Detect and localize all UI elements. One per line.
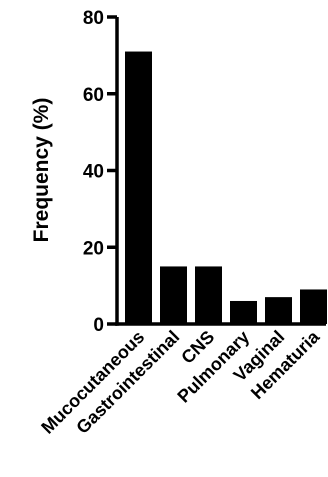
x-tick-labels-group: MucocutaneousGastrointestinalCNSPulmonar… bbox=[37, 326, 324, 438]
bar-cns bbox=[195, 266, 222, 324]
bars-group bbox=[125, 51, 327, 324]
bar-mucocutaneous bbox=[125, 51, 152, 324]
bar-pulmonary bbox=[230, 300, 257, 324]
bar-vaginal bbox=[265, 297, 292, 324]
bar-gastrointestinal bbox=[160, 266, 187, 324]
y-ticks-group: 0 20 40 60 80 bbox=[83, 8, 117, 336]
y-tick-label: 40 bbox=[83, 162, 104, 183]
bar-hematuria bbox=[300, 289, 327, 324]
y-axis-title: Frequency (%) bbox=[30, 98, 53, 243]
y-tick-label: 80 bbox=[83, 8, 104, 29]
y-tick-label: 20 bbox=[83, 238, 104, 259]
y-tick-label: 0 bbox=[93, 315, 104, 336]
y-tick-label: 60 bbox=[83, 85, 104, 106]
